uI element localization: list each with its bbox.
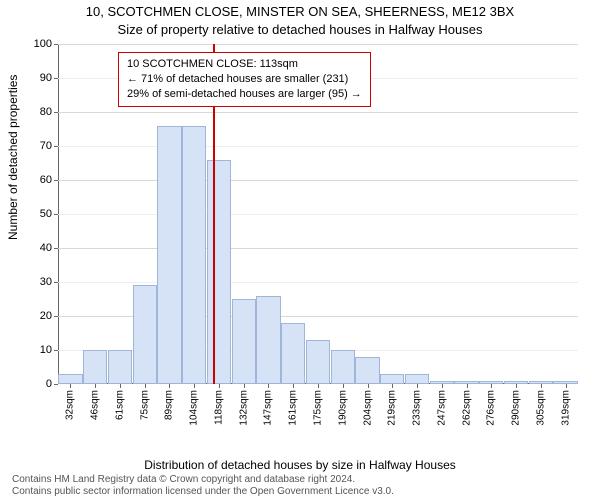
gridline <box>58 44 578 45</box>
x-tick <box>516 384 517 388</box>
x-tick-label: 276sqm <box>486 390 497 426</box>
gridline <box>58 146 578 147</box>
histogram-bar <box>108 350 132 384</box>
x-tick-label: 233sqm <box>412 390 423 426</box>
x-tick <box>318 384 319 388</box>
x-tick <box>343 384 344 388</box>
x-tick <box>95 384 96 388</box>
x-tick-label: 290sqm <box>511 390 522 426</box>
x-tick <box>120 384 121 388</box>
x-tick <box>566 384 567 388</box>
x-tick-label: 46sqm <box>90 390 101 420</box>
y-tick <box>54 350 58 351</box>
y-tick <box>54 214 58 215</box>
y-tick <box>54 78 58 79</box>
y-tick-label: 30 <box>40 276 52 288</box>
histogram-bar <box>331 350 355 384</box>
x-tick-label: 247sqm <box>436 390 447 426</box>
y-tick-label: 90 <box>40 72 52 84</box>
histogram-bar <box>380 374 404 384</box>
x-tick-label: 132sqm <box>238 390 249 426</box>
x-axis-label: Distribution of detached houses by size … <box>0 458 600 472</box>
x-tick <box>194 384 195 388</box>
y-tick-label: 0 <box>46 378 52 390</box>
footnote-line-1: Contains HM Land Registry data © Crown c… <box>12 474 394 486</box>
histogram-bar <box>281 323 305 384</box>
gridline <box>58 180 578 181</box>
histogram-bar <box>182 126 206 384</box>
chart-container: 10, SCOTCHMEN CLOSE, MINSTER ON SEA, SHE… <box>0 0 600 500</box>
x-tick-label: 175sqm <box>313 390 324 426</box>
footnote: Contains HM Land Registry data © Crown c… <box>12 474 394 498</box>
histogram-bar <box>232 299 256 384</box>
histogram-bar <box>355 357 379 384</box>
info-box-line: 29% of semi-detached houses are larger (… <box>127 87 362 102</box>
x-tick-label: 32sqm <box>65 390 76 420</box>
x-tick-label: 104sqm <box>189 390 200 426</box>
histogram-bar <box>207 160 231 384</box>
y-tick-label: 100 <box>34 38 52 50</box>
info-box: 10 SCOTCHMEN CLOSE: 113sqm← 71% of detac… <box>118 52 371 107</box>
footnote-line-2: Contains public sector information licen… <box>12 486 394 498</box>
x-tick <box>491 384 492 388</box>
x-tick-label: 190sqm <box>337 390 348 426</box>
x-tick <box>442 384 443 388</box>
x-tick <box>293 384 294 388</box>
y-tick-label: 40 <box>40 242 52 254</box>
x-tick-label: 89sqm <box>164 390 175 420</box>
x-tick-label: 305sqm <box>535 390 546 426</box>
x-tick <box>145 384 146 388</box>
histogram-bar <box>306 340 330 384</box>
y-tick <box>54 316 58 317</box>
y-tick-label: 70 <box>40 140 52 152</box>
x-tick-label: 219sqm <box>387 390 398 426</box>
info-box-line: 10 SCOTCHMEN CLOSE: 113sqm <box>127 57 362 72</box>
x-tick <box>541 384 542 388</box>
x-tick-label: 118sqm <box>213 390 224 425</box>
x-tick-label: 161sqm <box>288 390 299 426</box>
address-title: 10, SCOTCHMEN CLOSE, MINSTER ON SEA, SHE… <box>0 4 600 19</box>
x-tick <box>70 384 71 388</box>
x-tick <box>392 384 393 388</box>
histogram-bar <box>133 285 157 384</box>
y-tick <box>54 146 58 147</box>
histogram-bar <box>256 296 280 384</box>
x-tick <box>169 384 170 388</box>
y-tick <box>54 384 58 385</box>
y-tick-label: 10 <box>40 344 52 356</box>
y-tick <box>54 282 58 283</box>
histogram-bar <box>157 126 181 384</box>
info-box-line: ← 71% of detached houses are smaller (23… <box>127 72 362 87</box>
x-tick <box>244 384 245 388</box>
gridline <box>58 214 578 215</box>
gridline <box>58 248 578 249</box>
y-tick <box>54 44 58 45</box>
x-tick <box>417 384 418 388</box>
x-tick-label: 147sqm <box>263 390 274 426</box>
x-tick <box>268 384 269 388</box>
y-tick-label: 80 <box>40 106 52 118</box>
gridline <box>58 112 578 113</box>
y-tick-label: 50 <box>40 208 52 220</box>
x-tick-label: 75sqm <box>139 390 150 420</box>
x-tick <box>219 384 220 388</box>
histogram-bar <box>83 350 107 384</box>
x-tick <box>467 384 468 388</box>
y-tick-label: 20 <box>40 310 52 322</box>
histogram-bar <box>405 374 429 384</box>
plot-area: 010203040506070809010032sqm46sqm61sqm75s… <box>58 44 578 384</box>
x-tick-label: 262sqm <box>461 390 472 426</box>
gridline <box>58 282 578 283</box>
histogram-bar <box>58 374 82 384</box>
y-tick <box>54 180 58 181</box>
chart-subtitle: Size of property relative to detached ho… <box>0 22 600 37</box>
x-tick-label: 204sqm <box>362 390 373 426</box>
x-tick-label: 319sqm <box>560 390 571 426</box>
y-tick <box>54 112 58 113</box>
y-tick-label: 60 <box>40 174 52 186</box>
y-axis-label: Number of detached properties <box>6 75 20 240</box>
x-tick <box>368 384 369 388</box>
x-tick-label: 61sqm <box>114 390 125 420</box>
y-tick <box>54 248 58 249</box>
